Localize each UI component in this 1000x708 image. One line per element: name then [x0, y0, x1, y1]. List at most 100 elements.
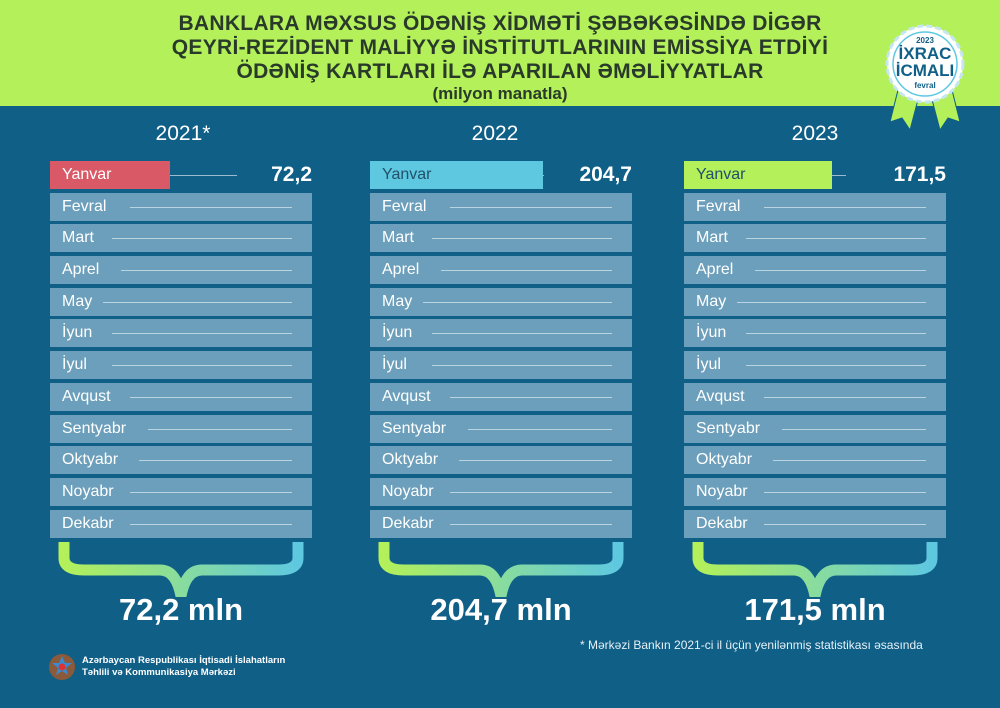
placeholder-line [773, 460, 926, 462]
month-row: May [370, 287, 632, 316]
placeholder-line [139, 460, 292, 462]
placeholder-line [764, 491, 926, 493]
year-label: 2021* [155, 122, 211, 145]
brace-icon [58, 542, 304, 598]
month-label: İyun [382, 324, 413, 342]
year-panel-0: Yanvar 72,2 Fevral Mart Aprel May İyun İyul Avqu… [50, 161, 312, 541]
month-label: May [62, 292, 93, 310]
placeholder-line [130, 523, 292, 525]
year-panel-2: Yanvar 171,5 Fevral Mart Aprel May İyun İyul Avq… [684, 161, 946, 541]
year-label: 2022 [471, 122, 519, 145]
badge-month: fevral [914, 81, 936, 90]
badge-line-1: İXRAC [898, 44, 952, 63]
month-row: İyun [684, 319, 946, 348]
placeholder-line [746, 238, 926, 240]
placeholder-line [764, 206, 926, 208]
leader-line [832, 175, 846, 176]
placeholder-line [450, 523, 612, 525]
month-label: Oktyabr [696, 451, 753, 469]
month-label: Avqust [382, 387, 431, 405]
month-label: May [696, 292, 727, 310]
organization-logo: Azərbaycan Respublikası İqtisadi İslahat… [48, 652, 285, 682]
month-label: Dekabr [382, 514, 434, 532]
month-row: Noyabr [50, 477, 312, 506]
placeholder-line [450, 491, 612, 493]
month-label: İyul [696, 356, 721, 374]
month-label: Noyabr [696, 482, 748, 500]
month-label: Fevral [62, 197, 107, 215]
month-label: Fevral [696, 197, 741, 215]
placeholder-line [764, 396, 926, 398]
month-row: İyul [370, 351, 632, 380]
month-row: Sentyabr [370, 414, 632, 443]
placeholder-line [112, 238, 292, 240]
emblem-icon [49, 654, 75, 680]
year-total: 204,7 mln [430, 592, 572, 627]
month-row: Noyabr [370, 477, 632, 506]
brace-icon [692, 542, 938, 598]
placeholder-line [103, 301, 292, 303]
placeholder-line [148, 428, 292, 430]
january-value: 204,7 [579, 163, 632, 186]
month-row: Avqust [370, 382, 632, 411]
month-label: Sentyabr [382, 419, 447, 437]
placeholder-line [130, 491, 292, 493]
placeholder-line [130, 396, 292, 398]
placeholder-line [432, 333, 612, 335]
january-value: 171,5 [893, 163, 946, 186]
month-row: Noyabr [684, 477, 946, 506]
month-row: Mart [50, 224, 312, 253]
month-row: Dekabr [370, 509, 632, 538]
brace-icon [378, 542, 624, 598]
month-row: Avqust [50, 382, 312, 411]
month-label: Sentyabr [62, 419, 127, 437]
month-label: Sentyabr [696, 419, 761, 437]
month-label: Aprel [62, 261, 100, 279]
placeholder-line [782, 428, 926, 430]
placeholder-line [432, 365, 612, 367]
placeholder-line [450, 206, 612, 208]
month-row: İyul [50, 351, 312, 380]
title-line-1: BANKLARA MƏXSUS ÖDƏNİŞ XİDMƏTİ ŞƏBƏKƏSİN… [178, 12, 822, 35]
month-label: Fevral [382, 197, 427, 215]
january-value: 72,2 [271, 163, 312, 186]
placeholder-line [459, 460, 612, 462]
month-row: İyun [370, 319, 632, 348]
month-row: Avqust [684, 382, 946, 411]
leader-line [543, 175, 544, 176]
year-label: 2023 [791, 122, 839, 145]
month-row: Fevral [50, 192, 312, 221]
badge-year: 2023 [916, 36, 934, 45]
month-label: Dekabr [62, 514, 114, 532]
month-row: Fevral [370, 192, 632, 221]
title-line-2: QEYRİ-REZİDENT MALİYYƏ İNSTİTUTLARININ E… [171, 36, 829, 59]
subtitle: (milyon manatla) [432, 84, 568, 103]
month-label: Noyabr [62, 482, 114, 500]
org-name-line-2: Təhlili və Kommunikasiya Mərkəzi [82, 667, 236, 678]
header: BANKLARA MƏXSUS ÖDƏNİŞ XİDMƏTİ ŞƏBƏKƏSİN… [0, 0, 1000, 106]
month-label: Oktyabr [382, 451, 439, 469]
month-row: Aprel [370, 256, 632, 285]
month-label: İyun [62, 324, 93, 342]
month-label: Yanvar [684, 161, 832, 189]
placeholder-line [441, 270, 612, 272]
month-label: Yanvar [50, 161, 170, 189]
ixrac-icmali-badge-icon: 2023 İXRAC İCMALI fevral [880, 22, 970, 142]
placeholder-line [737, 301, 926, 303]
month-row: Yanvar 204,7 [370, 161, 632, 189]
placeholder-line [755, 270, 926, 272]
placeholder-line [432, 238, 612, 240]
month-label: Mart [62, 229, 94, 247]
month-label: Noyabr [382, 482, 434, 500]
month-label: İyun [696, 324, 727, 342]
year-total: 72,2 mln [118, 592, 244, 627]
placeholder-line [112, 365, 292, 367]
month-row: May [50, 287, 312, 316]
month-row: Mart [684, 224, 946, 253]
month-row: Dekabr [684, 509, 946, 538]
month-row: Yanvar 171,5 [684, 161, 946, 189]
placeholder-line [746, 333, 926, 335]
month-row: Oktyabr [684, 446, 946, 475]
month-label: Avqust [62, 387, 111, 405]
month-label: Oktyabr [62, 451, 119, 469]
